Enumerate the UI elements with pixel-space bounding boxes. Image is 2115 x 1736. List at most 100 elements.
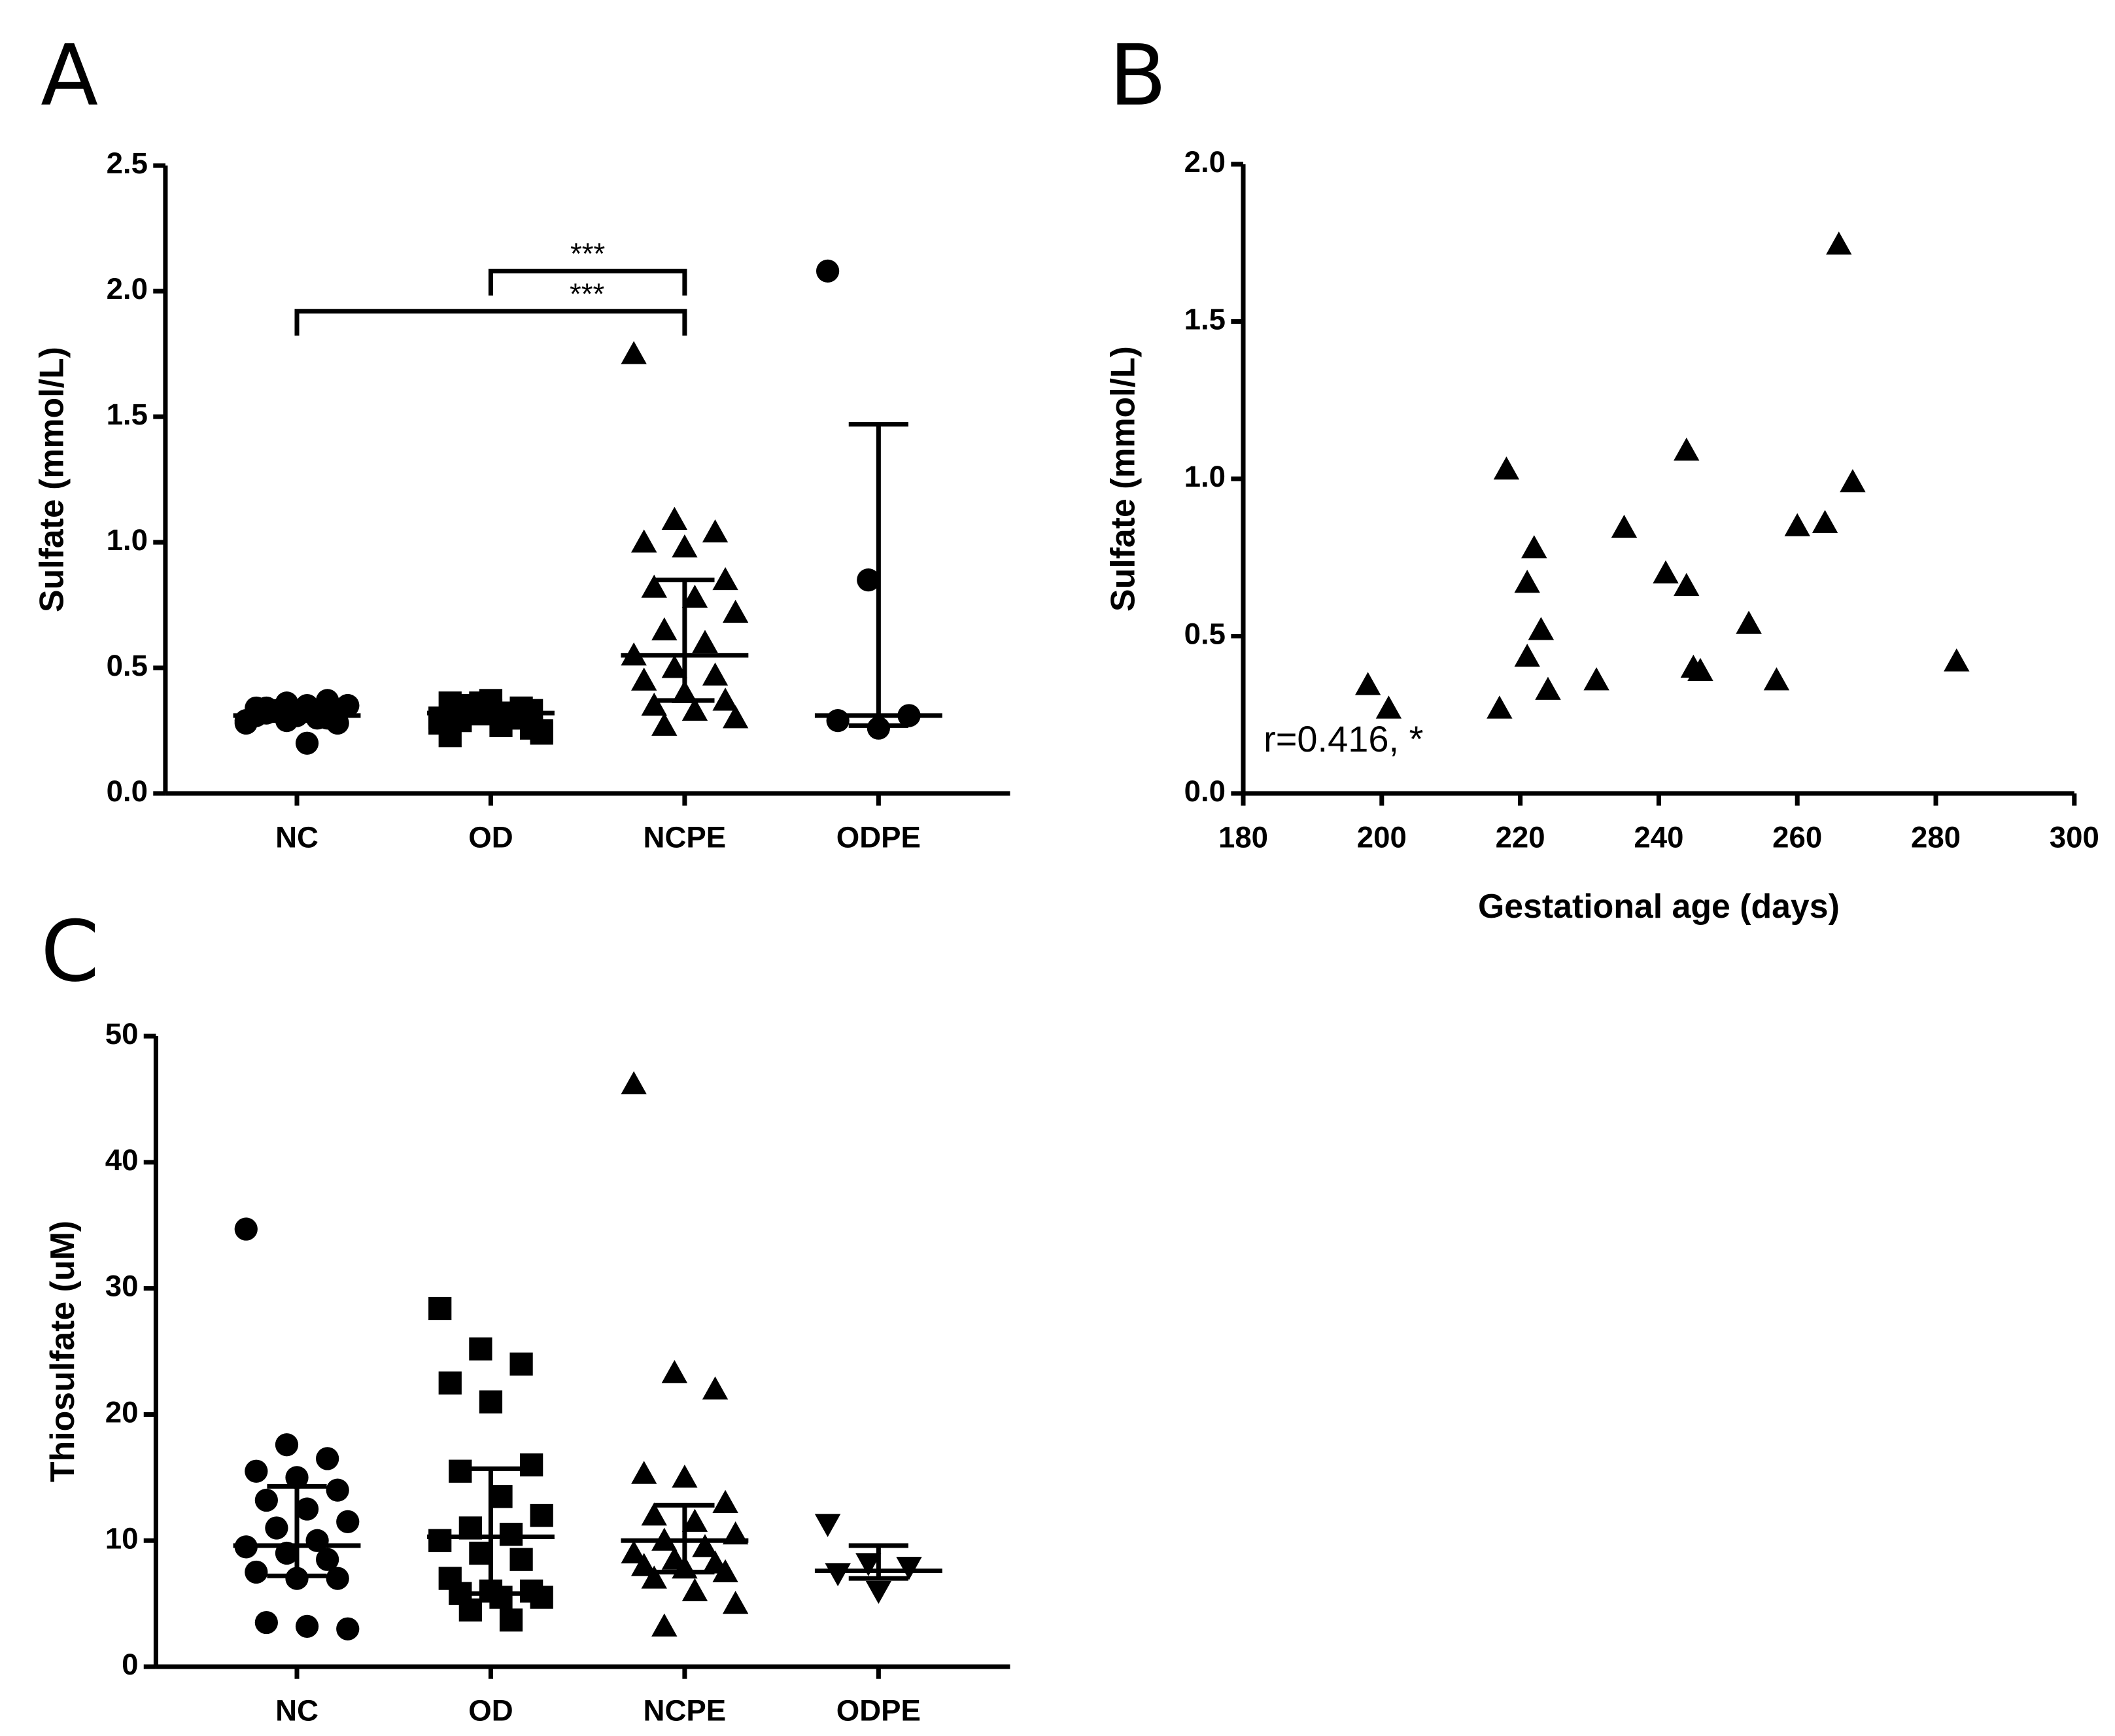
dot [428,1529,452,1552]
dot [295,731,319,755]
dot [1736,610,1762,634]
dot [1521,535,1547,559]
y-tick-label: 1.0 [107,523,148,557]
error-bar [655,1502,715,1574]
y-tick-label: 2.0 [1184,145,1226,179]
y-tick-label: 0.5 [1184,617,1226,651]
x-tick-label: 200 [1357,821,1407,854]
y-tick-label: 50 [105,1017,139,1050]
x-tick-label: NCPE [644,1694,727,1727]
dot [254,1488,278,1512]
dot [712,687,738,711]
dot [489,1485,513,1508]
dot [1674,572,1700,597]
dot [672,1465,698,1488]
dot [265,1516,288,1540]
y-tick-label: 20 [105,1395,139,1429]
dot [1763,667,1790,691]
dot [826,709,850,733]
y-tick-label: 0 [122,1648,138,1681]
dot [621,1071,647,1094]
dot [857,568,880,592]
dot [681,584,708,608]
error-bar [848,1543,908,1581]
dot [530,1504,553,1527]
dot [692,1534,718,1557]
dot [449,696,472,720]
x-tick-label: 180 [1218,821,1268,854]
dot [1375,695,1402,719]
dot [681,1508,708,1532]
y-axis-label: Sulfate (mmol/L) [33,347,71,612]
dot [469,1541,492,1565]
dot [825,1563,851,1587]
dot [336,693,360,718]
dot [285,1466,309,1489]
panel-label: B [1109,27,1167,125]
dot [631,1461,657,1484]
dot [1528,617,1555,640]
dot [1514,570,1540,593]
dot [509,1548,533,1571]
dot [275,1433,299,1457]
dot [867,716,890,740]
dot [1487,695,1513,719]
dot [712,566,738,591]
dot [428,1296,452,1321]
dot [530,721,553,745]
dot [316,1447,339,1470]
dot [712,1559,738,1582]
dot [316,1548,339,1571]
dot [641,574,667,598]
dot [641,1502,667,1526]
dot [702,519,729,543]
dot [1826,232,1852,255]
y-axis-label: Sulfate (mmol/L) [1103,346,1141,612]
significance-label: *** [570,237,605,271]
dot [1812,510,1838,533]
y-axis-label: Thiosulfate (uM) [43,1221,81,1482]
panel-label: A [41,27,98,125]
significance-bracket [488,268,687,296]
error-bar [460,1466,521,1596]
dot [865,1580,892,1605]
dot [702,662,729,686]
dot [1535,676,1561,700]
dot [489,1586,513,1609]
dot [1653,560,1679,583]
dot [336,1510,360,1533]
dot [245,1560,268,1584]
dot [1784,513,1810,536]
dot [1674,438,1700,461]
dot [661,655,688,678]
y-tick-label: 1.5 [107,398,148,431]
x-tick-label: ODPE [836,821,921,854]
dot [692,629,718,653]
dot [631,667,657,691]
dot [499,1608,523,1632]
dot [458,1598,482,1622]
dot [621,1540,647,1564]
dot [651,1613,678,1637]
dot [1611,514,1638,538]
dot [234,1217,258,1241]
annotation: r=0.416, * [1264,718,1423,759]
dot [855,1553,882,1576]
dot [896,1557,922,1580]
dot [641,1565,667,1589]
significance-label: *** [570,277,604,311]
x-tick-label: NC [275,1694,318,1727]
error-bar [267,705,327,723]
dot [661,1360,688,1383]
dot [449,1459,472,1483]
dot [438,724,462,748]
dot [1944,648,1970,672]
dot [438,1371,462,1395]
dot [285,1567,309,1590]
dot [326,1478,349,1502]
dot [722,705,749,729]
x-tick-label: 280 [1911,821,1961,854]
dot [1493,456,1520,480]
x-tick-label: 260 [1772,821,1822,854]
